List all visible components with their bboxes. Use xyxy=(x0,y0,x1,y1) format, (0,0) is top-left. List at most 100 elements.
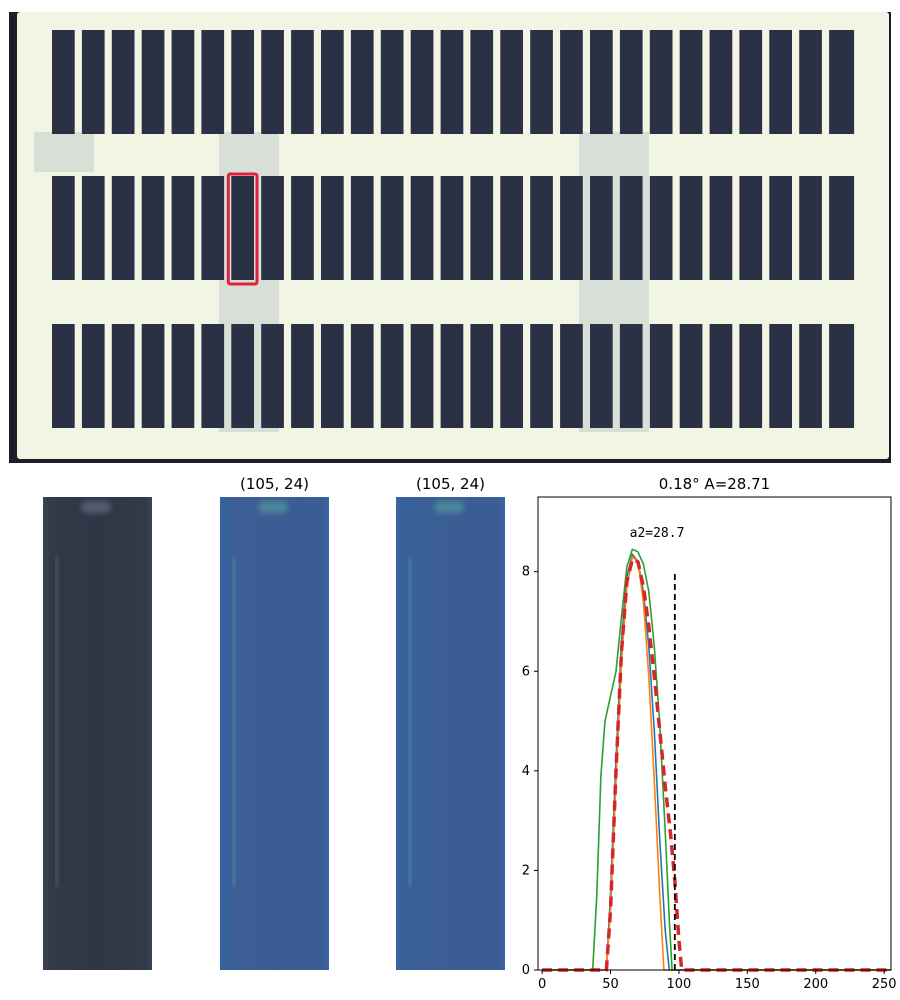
plate-slot xyxy=(709,176,733,280)
plate-slot xyxy=(321,30,344,134)
chart-plot-area xyxy=(542,548,891,972)
plate-slot xyxy=(171,324,195,428)
crop-streak xyxy=(408,557,412,887)
highlight-box xyxy=(226,172,259,286)
plate-slot xyxy=(649,324,673,428)
plate-slot xyxy=(81,30,105,134)
plate-slot xyxy=(111,324,135,428)
plate-slot xyxy=(530,30,553,134)
plate-slot xyxy=(500,324,523,428)
plate-slot xyxy=(52,176,75,280)
plate-image xyxy=(9,12,891,463)
plate-slot xyxy=(739,324,763,428)
plate-slot xyxy=(201,324,225,428)
plate-slot xyxy=(590,324,613,428)
x-tick-label: 0 xyxy=(538,977,546,992)
plate-slot xyxy=(649,176,673,280)
plate-slot xyxy=(829,176,855,280)
plate-slot xyxy=(590,30,613,134)
plate-slot xyxy=(201,176,225,280)
series-line-1 xyxy=(542,553,891,971)
plate-slot xyxy=(769,30,792,134)
y-tick-label: 2 xyxy=(522,863,530,878)
plate-slot xyxy=(291,30,314,134)
series-line-3 xyxy=(542,548,891,971)
plate-slot xyxy=(440,176,464,280)
plate-slot xyxy=(141,176,165,280)
plate-stain xyxy=(34,132,94,172)
crop-channel-1-title: (105, 24) xyxy=(240,475,309,493)
plate-slot xyxy=(380,176,404,280)
plate-slot xyxy=(291,176,314,280)
plate-slot xyxy=(470,324,494,428)
plate-slot xyxy=(769,176,792,280)
plate-slot xyxy=(709,324,733,428)
crop-glow xyxy=(258,501,288,513)
plate-slot xyxy=(769,324,792,428)
series-line-4 xyxy=(542,557,891,972)
crop-rgb-image xyxy=(43,497,152,970)
plate-slot xyxy=(321,176,344,280)
chart-axes: 0 50 100 150 200 250 0 2 4 6 8 xyxy=(522,565,897,992)
x-tick-label: 50 xyxy=(602,977,619,992)
plate-slot xyxy=(709,30,733,134)
plate-slot xyxy=(560,324,583,428)
plate-slot xyxy=(500,176,523,280)
plate-slot xyxy=(321,324,344,428)
x-tick-label: 150 xyxy=(735,977,760,992)
crop-glow xyxy=(81,501,111,513)
plate-slot xyxy=(739,176,763,280)
plate-slot xyxy=(440,324,464,428)
plate-slot xyxy=(171,30,195,134)
plate-slot xyxy=(649,30,673,134)
plate-slot xyxy=(560,176,583,280)
plate-slot xyxy=(380,324,404,428)
plate-slot xyxy=(52,30,75,134)
plate-slot xyxy=(171,176,195,280)
plate-slot xyxy=(52,324,75,428)
plate-drawing xyxy=(17,12,889,459)
plate-slot xyxy=(81,176,105,280)
plate-slot xyxy=(410,324,434,428)
plate-slot xyxy=(261,324,284,428)
plate-slot xyxy=(829,30,855,134)
plate-slot xyxy=(350,30,374,134)
plate-slot xyxy=(470,30,494,134)
plate-slot xyxy=(590,176,613,280)
plate-slot xyxy=(350,324,374,428)
plate-slot xyxy=(111,30,135,134)
plate-slot xyxy=(530,324,553,428)
plate-slot xyxy=(261,176,284,280)
plate-slot xyxy=(799,30,822,134)
plate-slot xyxy=(829,324,855,428)
plate-slot xyxy=(440,30,464,134)
plate-slot xyxy=(111,176,135,280)
plate-slot xyxy=(141,30,165,134)
peak-annotation: a2=28.7 xyxy=(630,526,685,541)
y-tick-label: 4 xyxy=(522,764,530,779)
plate-slot xyxy=(739,30,763,134)
plate-slot xyxy=(380,30,404,134)
x-tick-label: 100 xyxy=(667,977,692,992)
plate-slot xyxy=(799,176,822,280)
plate-slot xyxy=(410,30,434,134)
plate-slot xyxy=(619,176,643,280)
x-tick-label: 250 xyxy=(872,977,897,992)
crop-channel-2-title: (105, 24) xyxy=(416,475,485,493)
plate-slot xyxy=(291,324,314,428)
plate-slot xyxy=(679,30,703,134)
plate-slot xyxy=(500,30,523,134)
y-tick-label: 6 xyxy=(522,664,530,679)
plate-slot xyxy=(231,176,254,280)
crop-glow xyxy=(434,501,464,513)
plate-slot xyxy=(141,324,165,428)
plate-slot xyxy=(799,324,822,428)
crop-channel-1-image xyxy=(220,497,329,970)
profile-chart: 0 50 100 150 200 250 0 2 4 6 8 a2=28.7 xyxy=(522,496,897,992)
series-line-2 xyxy=(542,555,891,971)
plate-slot xyxy=(261,30,284,134)
x-tick-label: 200 xyxy=(803,977,828,992)
plate-slot xyxy=(231,324,254,428)
plate-slot xyxy=(231,30,254,134)
y-tick-label: 8 xyxy=(522,565,530,580)
